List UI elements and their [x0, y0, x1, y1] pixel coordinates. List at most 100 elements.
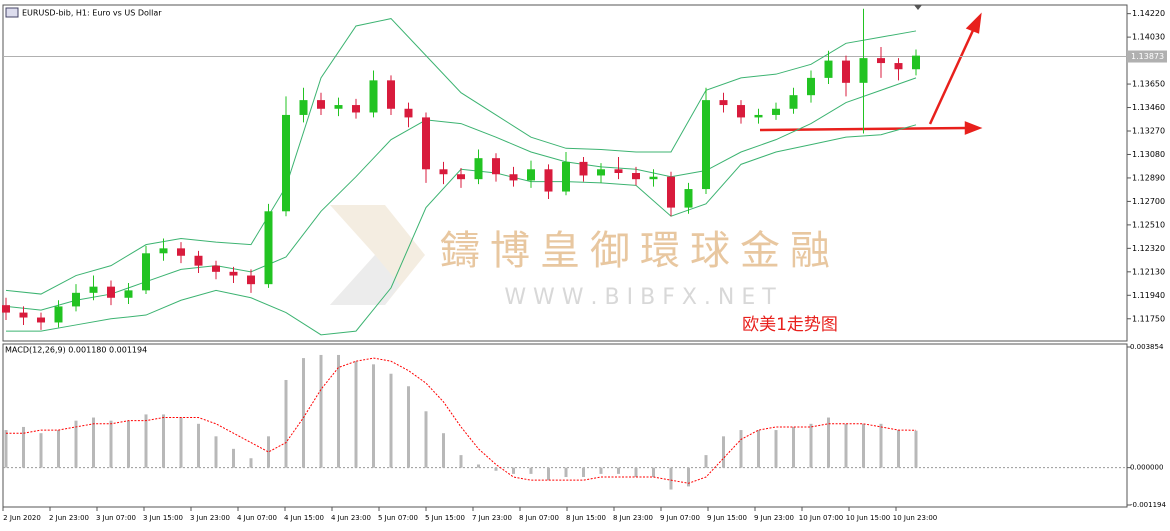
- candle-body: [282, 114, 290, 212]
- candle-body: [597, 169, 605, 176]
- candle-body: [737, 105, 745, 118]
- candle-body: [632, 173, 640, 180]
- macd-bar: [722, 436, 725, 468]
- macd-bar: [652, 467, 655, 478]
- x-tick-label: 10 Jun 23:00: [893, 514, 937, 522]
- macd-bar: [617, 467, 620, 474]
- macd-bar: [739, 430, 743, 468]
- candle-body: [509, 174, 518, 181]
- arrow-head: [965, 12, 982, 34]
- candle-body: [404, 108, 413, 118]
- macd-bar: [127, 420, 130, 468]
- candle-body: [702, 100, 710, 190]
- candle-body: [194, 255, 203, 266]
- candle-body: [684, 189, 693, 208]
- macd-bar: [39, 433, 43, 468]
- macd-panel: [2, 343, 1128, 508]
- candle-body: [212, 265, 220, 272]
- macd-bar: [687, 467, 690, 487]
- macd-bar: [372, 364, 375, 468]
- candle-body: [754, 114, 763, 118]
- y-tick-label: 1.13270: [1132, 127, 1165, 136]
- x-tick-label: 10 Jun 07:00: [799, 514, 843, 522]
- candle-body: [527, 169, 535, 181]
- x-tick-label: 2 Jun 2020: [3, 514, 41, 522]
- macd-bar: [459, 455, 463, 468]
- macd-bar: [22, 426, 25, 468]
- candle-body: [142, 253, 150, 291]
- candle-body: [579, 161, 588, 176]
- macd-bar: [162, 414, 165, 468]
- candle-body: [614, 169, 623, 173]
- y-tick-label: 1.14030: [1132, 33, 1165, 42]
- candle-body: [299, 100, 308, 115]
- candle-body: [2, 305, 10, 313]
- candle-body: [37, 317, 45, 323]
- macd-bar: [267, 436, 270, 468]
- macd-bar: [179, 417, 183, 468]
- x-tick-label: 3 Jun 15:00: [143, 514, 183, 522]
- candle-body: [877, 58, 885, 64]
- candle-body: [159, 248, 168, 254]
- macd-bar: [564, 467, 568, 478]
- macd-bar: [547, 467, 550, 481]
- macd-bar: [144, 414, 148, 468]
- candle-body: [177, 248, 185, 256]
- candle-body: [719, 100, 728, 106]
- macd-bar: [424, 411, 428, 468]
- macd-bar: [634, 467, 638, 478]
- candle-body: [19, 312, 28, 318]
- macd-bar: [792, 426, 795, 468]
- candle-body: [107, 286, 115, 298]
- candle-body: [264, 211, 273, 285]
- macd-bar: [914, 430, 918, 468]
- y-tick-label: 1.13460: [1132, 103, 1165, 112]
- y-tick-label: 1.12510: [1132, 220, 1165, 229]
- candle-body: [842, 60, 850, 83]
- bollinger-upper: [5, 18, 917, 295]
- macd-bar: [809, 423, 813, 468]
- x-tick-label: 9 Jun 07:00: [660, 514, 700, 522]
- candle-body: [334, 105, 343, 109]
- candle-body: [912, 55, 920, 70]
- macd-bar: [319, 354, 323, 468]
- current-price-box: [1127, 50, 1167, 63]
- macd-bar: [57, 430, 60, 468]
- chart-title: EURUSD-bib, H1: Euro vs US Dollar: [22, 9, 162, 18]
- macd-bar: [774, 430, 778, 468]
- macd-bar: [389, 373, 393, 468]
- candle-body: [667, 176, 675, 208]
- candle-body: [894, 63, 903, 70]
- macd-bar: [249, 458, 253, 468]
- price-panel: [2, 4, 1128, 342]
- x-tick-label: 3 Jun 23:00: [190, 514, 230, 522]
- macd-bar: [4, 430, 8, 468]
- y-tick-label: 1.12130: [1132, 267, 1165, 276]
- y-tick-label: 1.12890: [1132, 173, 1165, 182]
- candle-body: [72, 292, 80, 307]
- macd-bar: [477, 464, 480, 468]
- y-tick-label: 0.003854: [1130, 343, 1164, 351]
- signal-line: [6, 357, 917, 484]
- candle-body: [124, 290, 133, 298]
- macd-bar: [879, 423, 883, 468]
- candle-body: [649, 176, 658, 180]
- x-tick-label: 9 Jun 15:00: [707, 514, 747, 522]
- candle-body: [457, 174, 465, 180]
- macd-bar: [442, 433, 445, 468]
- watermark-logo: [330, 205, 425, 305]
- macd-bar: [109, 420, 113, 468]
- candle-body: [247, 275, 255, 285]
- candle-body: [474, 158, 483, 180]
- macd-bar: [302, 358, 305, 468]
- macd-bar: [599, 467, 603, 474]
- macd-bar: [582, 467, 585, 478]
- x-tick-label: 4 Jun 15:00: [284, 514, 324, 522]
- macd-bar: [757, 430, 760, 468]
- candle-body: [439, 169, 448, 175]
- macd-bar: [494, 467, 498, 471]
- macd-bar: [92, 417, 95, 468]
- x-tick-label: 5 Jun 15:00: [425, 514, 465, 522]
- macd-bar: [862, 423, 865, 468]
